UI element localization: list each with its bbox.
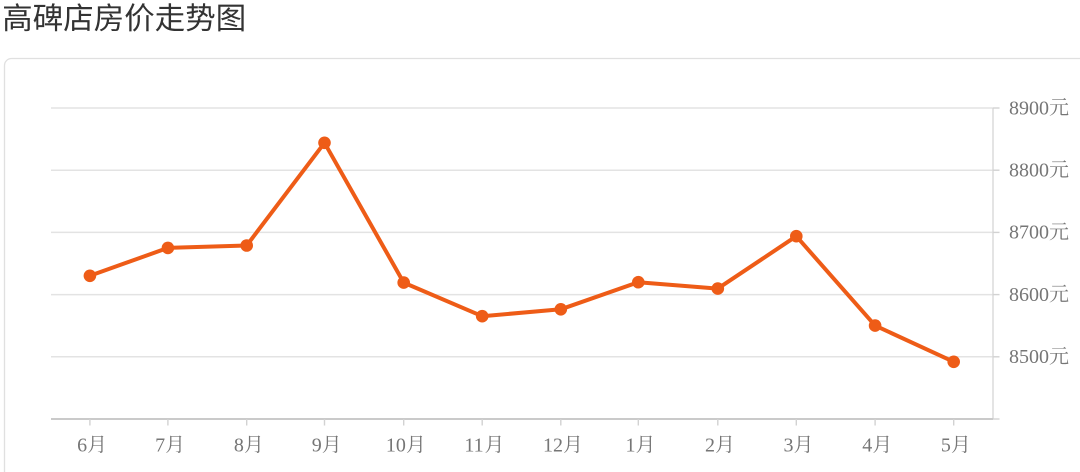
svg-text:12: 12 <box>543 435 563 457</box>
svg-text:9: 9 <box>312 435 322 457</box>
svg-text:1: 1 <box>626 435 636 457</box>
svg-text:8: 8 <box>234 435 244 457</box>
svg-text:8900: 8900 <box>1009 97 1049 119</box>
svg-text:2: 2 <box>705 435 715 457</box>
svg-text:4: 4 <box>862 435 872 457</box>
svg-text:5: 5 <box>941 435 951 457</box>
svg-text:8700: 8700 <box>1009 222 1049 244</box>
svg-text:8800: 8800 <box>1009 160 1049 182</box>
svg-text:11: 11 <box>464 435 483 457</box>
svg-text:10: 10 <box>386 435 406 457</box>
svg-text:6: 6 <box>77 435 87 457</box>
svg-text:8600: 8600 <box>1009 284 1049 306</box>
svg-text:3: 3 <box>784 435 794 457</box>
svg-text:7: 7 <box>155 435 165 457</box>
svg-text:8500: 8500 <box>1009 346 1049 368</box>
